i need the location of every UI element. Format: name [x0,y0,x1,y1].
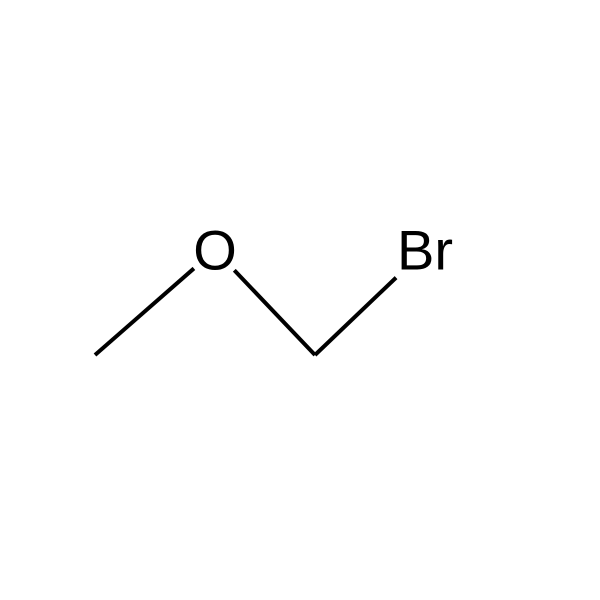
atom-label-o: O [193,219,237,282]
molecule-diagram: O Br [0,0,600,600]
bond [234,270,315,355]
bond [95,268,194,355]
bond [315,278,396,355]
atom-label-br: Br [397,219,453,282]
